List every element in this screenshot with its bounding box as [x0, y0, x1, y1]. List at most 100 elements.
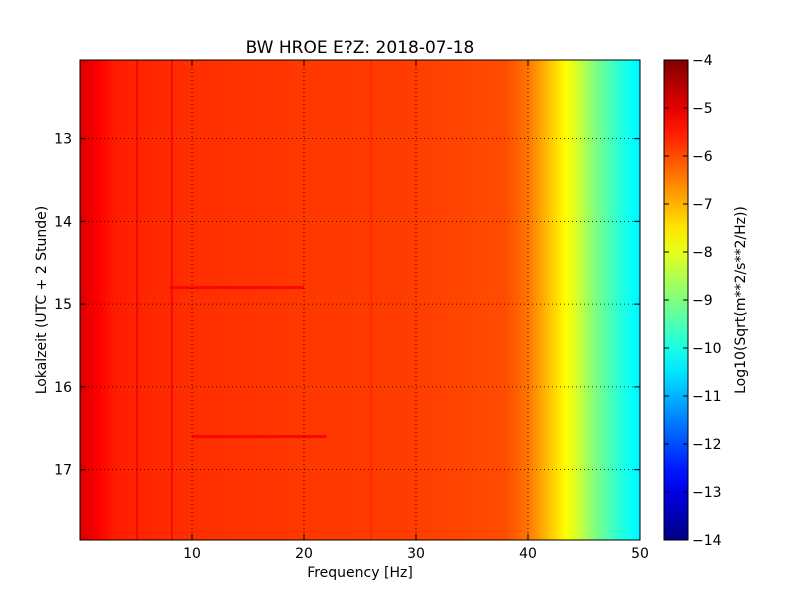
- heatmap-cell: [278, 60, 283, 540]
- horizontal-band-feature: [192, 435, 327, 439]
- heatmap-cell: [206, 60, 210, 540]
- heatmap-cell: [393, 60, 397, 540]
- heatmap-cell: [208, 60, 213, 540]
- heatmap-cell: [144, 60, 148, 540]
- heatmap-cell: [298, 60, 302, 540]
- heatmap-cell: [486, 60, 490, 540]
- vertical-line-feature: [370, 60, 373, 540]
- heatmap-cell: [382, 60, 386, 540]
- heatmap-cell: [334, 60, 339, 540]
- heatmap-cell: [458, 60, 462, 540]
- heatmap-cell: [446, 60, 451, 540]
- heatmap-cell: [460, 60, 465, 540]
- heatmap-cell: [150, 60, 154, 540]
- heatmap-cell: [180, 60, 185, 540]
- heatmap-cell: [270, 60, 274, 540]
- heatmap-cell: [561, 60, 565, 540]
- heatmap-cell: [147, 60, 151, 540]
- heatmap-cell: [245, 60, 249, 540]
- heatmap-cell: [547, 60, 551, 540]
- heatmap-cell: [152, 60, 157, 540]
- heatmap-cell: [88, 60, 92, 540]
- heatmap-cell: [231, 60, 235, 540]
- colorbar-tick-label: −6: [692, 149, 713, 165]
- heatmap-cell: [94, 60, 98, 540]
- vertical-line-feature: [136, 60, 139, 540]
- heatmap-cell: [466, 60, 470, 540]
- heatmap-cell: [234, 60, 238, 540]
- heatmap-cell: [242, 60, 246, 540]
- heatmap-cell: [175, 60, 179, 540]
- heatmap-cell: [105, 60, 109, 540]
- heatmap-cell: [407, 60, 411, 540]
- colorbar-tick-label: −13: [692, 485, 722, 501]
- heatmap-cell: [220, 60, 224, 540]
- heatmap-cell: [505, 60, 509, 540]
- heatmap-cell: [371, 60, 375, 540]
- heatmap-cell: [166, 60, 171, 540]
- heatmap-cell: [396, 60, 400, 540]
- heatmap-cell: [116, 60, 120, 540]
- heatmap-cell: [483, 60, 487, 540]
- heatmap-cell: [586, 60, 591, 540]
- heatmap-cell: [346, 60, 350, 540]
- heatmap-cell: [514, 60, 518, 540]
- heatmap-cell: [402, 60, 406, 540]
- heatmap-cell: [287, 60, 291, 540]
- heatmap-cell: [122, 60, 126, 540]
- heatmap-cell: [502, 60, 507, 540]
- heatmap-cell: [284, 60, 288, 540]
- heatmap-cell: [542, 60, 546, 540]
- heatmap-cell: [536, 60, 540, 540]
- heatmap-cell: [141, 60, 145, 540]
- y-tick-label: 16: [54, 380, 72, 396]
- heatmap-cell: [500, 60, 504, 540]
- vertical-line-feature: [170, 60, 173, 540]
- heatmap-cell: [323, 60, 327, 540]
- heatmap-cell: [172, 60, 176, 540]
- heatmap-cell: [138, 60, 143, 540]
- heatmap-cell: [91, 60, 95, 540]
- x-tick-label: 40: [519, 546, 537, 562]
- heatmap-cell: [192, 60, 196, 540]
- heatmap-cell: [309, 60, 313, 540]
- heatmap-cell: [110, 60, 115, 540]
- heatmap-cell: [637, 60, 640, 540]
- heatmap-cell: [575, 60, 579, 540]
- heatmap-cell: [550, 60, 554, 540]
- heatmap-cell: [553, 60, 557, 540]
- heatmap-cell: [572, 60, 577, 540]
- heatmap-cell: [600, 60, 605, 540]
- y-tick-label: 17: [54, 463, 72, 479]
- heatmap-cell: [528, 60, 532, 540]
- heatmap-cell: [315, 60, 319, 540]
- x-tick-label: 50: [631, 546, 649, 562]
- heatmap-cell: [525, 60, 529, 540]
- heatmap-cell: [421, 60, 425, 540]
- heatmap-cell: [178, 60, 182, 540]
- heatmap-cell: [262, 60, 266, 540]
- heatmap-cell: [360, 60, 364, 540]
- heatmap-cell: [276, 60, 280, 540]
- colorbar-tick-label: −12: [692, 437, 722, 453]
- heatmap-cell: [432, 60, 437, 540]
- heatmap-cell: [626, 60, 630, 540]
- colorbar-tick-label: −14: [692, 533, 722, 549]
- heatmap-cell: [99, 60, 103, 540]
- heatmap-cell: [477, 60, 481, 540]
- heatmap-cell: [603, 60, 607, 540]
- heatmap-cell: [329, 60, 333, 540]
- heatmap-cell: [281, 60, 285, 540]
- heatmap-cell: [332, 60, 336, 540]
- heatmap-cell: [595, 60, 599, 540]
- heatmap-cell: [424, 60, 428, 540]
- heatmap-cell: [416, 60, 420, 540]
- heatmap-cell: [530, 60, 535, 540]
- heatmap-cell: [469, 60, 473, 540]
- heatmap-cell: [312, 60, 316, 540]
- heatmap-cell: [250, 60, 255, 540]
- colorbar-tick-label: −5: [692, 101, 713, 117]
- colorbar-tick-label: −8: [692, 245, 713, 261]
- heatmap-cell: [239, 60, 243, 540]
- heatmap-cell: [194, 60, 199, 540]
